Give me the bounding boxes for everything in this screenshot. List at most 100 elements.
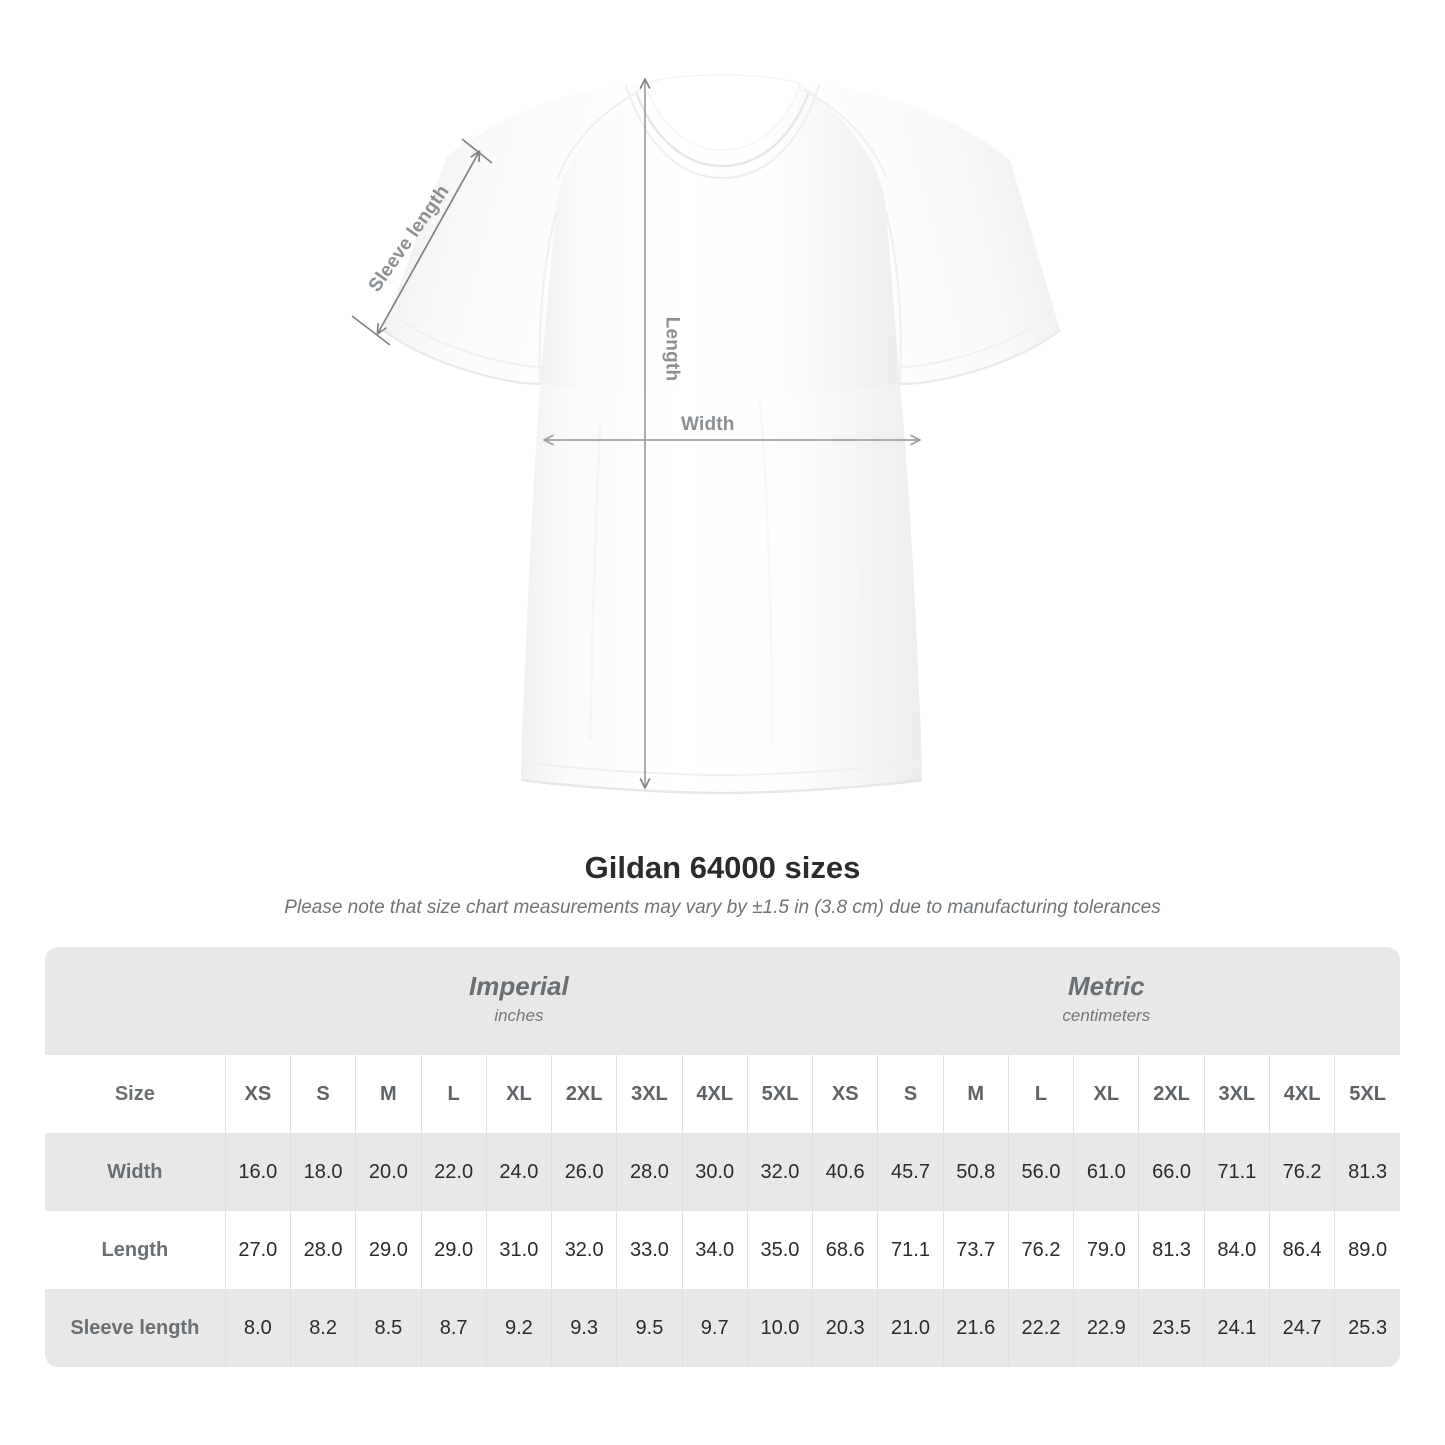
measurement-cell: 9.5 bbox=[616, 1289, 683, 1367]
measurement-arrows bbox=[351, 78, 921, 789]
size-header-cell: M bbox=[942, 1055, 1009, 1133]
shirt-right-sleeve-hem-line bbox=[897, 312, 1052, 368]
size-header-cell: M bbox=[355, 1055, 421, 1133]
shirt-collar bbox=[644, 74, 801, 151]
measurement-cell: 18.0 bbox=[289, 1133, 356, 1211]
measurement-cell: 79.0 bbox=[1073, 1211, 1139, 1289]
measurement-cell: 33.0 bbox=[616, 1211, 683, 1289]
size-row-label: Size bbox=[45, 1055, 226, 1133]
size-header-row: Size XS S M L XL 2XL 3XL 4XL 5XL XS S M L XL 2XL 3XL 4XL… bbox=[45, 1055, 1400, 1133]
measurement-cell: 22.2 bbox=[1007, 1289, 1074, 1367]
measurement-cell: 29.0 bbox=[420, 1211, 487, 1289]
measurement-cell: 45.7 bbox=[877, 1133, 944, 1211]
measurement-cell: 20.0 bbox=[355, 1133, 421, 1211]
measurement-cell: 27.0 bbox=[224, 1211, 291, 1289]
corner-cell bbox=[45, 947, 226, 1055]
unit-name-metric: Metric bbox=[1068, 971, 1145, 1002]
shirt-body-group bbox=[382, 74, 1061, 795]
shirt-fold-1 bbox=[588, 419, 602, 741]
measurement-cell: 9.2 bbox=[485, 1289, 552, 1367]
measurement-cell: 24.7 bbox=[1268, 1289, 1335, 1367]
measurement-cell: 8.7 bbox=[420, 1289, 487, 1367]
measurement-cell: 31.0 bbox=[485, 1211, 552, 1289]
measurement-cell: 29.0 bbox=[355, 1211, 421, 1289]
shirt-right-shoulder-seam bbox=[803, 89, 887, 179]
measurement-cell: 66.0 bbox=[1138, 1133, 1205, 1211]
size-header-cell: L bbox=[420, 1055, 487, 1133]
row-label: Length bbox=[45, 1211, 226, 1289]
measurement-cell: 24.0 bbox=[485, 1133, 552, 1211]
size-chart-table: Imperial inches Metric centimeters Size … bbox=[45, 947, 1400, 1367]
measurement-cell: 10.0 bbox=[746, 1289, 813, 1367]
measurement-cell: 24.1 bbox=[1203, 1289, 1270, 1367]
shirt-bottom-hem bbox=[520, 778, 923, 795]
unit-sub-imperial: inches bbox=[494, 1006, 544, 1026]
measurement-cell: 50.8 bbox=[942, 1133, 1009, 1211]
shirt-right-armhole bbox=[885, 211, 902, 385]
shirt-right-sleeve bbox=[800, 82, 1060, 384]
measurement-cell: 76.2 bbox=[1268, 1133, 1335, 1211]
measurement-cell: 56.0 bbox=[1007, 1133, 1074, 1211]
size-header-cell: S bbox=[877, 1055, 944, 1133]
measurement-cell: 81.3 bbox=[1138, 1211, 1205, 1289]
measurement-cell: 76.2 bbox=[1007, 1211, 1074, 1289]
width-label: Width bbox=[681, 414, 735, 435]
shirt-collar-inner-edge bbox=[634, 90, 811, 168]
measurement-cell: 28.0 bbox=[289, 1211, 356, 1289]
size-header-cell: 4XL bbox=[681, 1055, 748, 1133]
size-header-cell: XL bbox=[485, 1055, 552, 1133]
measurement-cell: 8.2 bbox=[289, 1289, 356, 1367]
measurement-cell: 21.6 bbox=[942, 1289, 1009, 1367]
measurement-cell: 32.0 bbox=[551, 1211, 617, 1289]
size-header-cell: XS bbox=[224, 1055, 291, 1133]
shirt-torso bbox=[521, 384, 922, 793]
tolerance-note: Please note that size chart measurements… bbox=[284, 897, 1161, 918]
tshirt-illustration bbox=[351, 74, 1061, 795]
size-header-cell: XL bbox=[1073, 1055, 1139, 1133]
size-header-cell: XS bbox=[812, 1055, 878, 1133]
measurement-cell: 9.7 bbox=[681, 1289, 748, 1367]
unit-header-metric: Metric centimeters bbox=[812, 947, 1400, 1055]
row-label: Sleeve length bbox=[45, 1289, 226, 1367]
size-header-cell: 2XL bbox=[551, 1055, 617, 1133]
size-header-cell: 3XL bbox=[616, 1055, 683, 1133]
measurement-cell: 8.0 bbox=[224, 1289, 291, 1367]
measurement-cell: 84.0 bbox=[1203, 1211, 1270, 1289]
table-row: Sleeve length 8.0 8.2 8.5 8.7 9.2 9.3 9.5 9.7 10.… bbox=[45, 1289, 1400, 1367]
measurement-cell: 22.9 bbox=[1073, 1289, 1139, 1367]
measurement-cell: 86.4 bbox=[1268, 1211, 1335, 1289]
sleeve-length-arrow bbox=[376, 150, 481, 335]
measurement-cell: 23.5 bbox=[1138, 1289, 1205, 1367]
size-header-cell: S bbox=[289, 1055, 356, 1133]
unit-sub-metric: centimeters bbox=[1062, 1006, 1151, 1026]
shirt-left-sleeve-hem bbox=[382, 329, 541, 386]
measurement-cell: 30.0 bbox=[681, 1133, 748, 1211]
measurement-cell: 81.3 bbox=[1334, 1133, 1400, 1211]
shirt-fold-2 bbox=[850, 429, 864, 745]
measurement-cell: 35.0 bbox=[746, 1211, 813, 1289]
measurement-cell: 40.6 bbox=[812, 1133, 878, 1211]
shirt-right-sleeve-hem bbox=[899, 329, 1061, 386]
table-row: Length 27.0 28.0 29.0 29.0 31.0 32.0 33.0 34.0 35… bbox=[45, 1211, 1400, 1289]
table-head: Imperial inches Metric centimeters Size … bbox=[45, 947, 1400, 1133]
shirt-bottom-hem-line bbox=[521, 761, 922, 777]
size-header-cell: 2XL bbox=[1138, 1055, 1205, 1133]
measurement-cell: 68.6 bbox=[812, 1211, 878, 1289]
measurement-cell: 71.1 bbox=[877, 1211, 944, 1289]
page-title: Gildan 64000 sizes bbox=[584, 850, 861, 885]
tshirt-diagram: Sleeve length Length Width bbox=[351, 74, 1061, 795]
measurement-cell: 25.3 bbox=[1334, 1289, 1400, 1367]
measurement-cell: 28.0 bbox=[616, 1133, 683, 1211]
measurement-cell: 21.0 bbox=[877, 1289, 944, 1367]
size-header-cell: 5XL bbox=[1334, 1055, 1400, 1133]
shirt-left-shoulder-seam bbox=[557, 89, 642, 179]
size-header-cell: 4XL bbox=[1268, 1055, 1335, 1133]
size-header-cell: L bbox=[1007, 1055, 1074, 1133]
measurement-cell: 89.0 bbox=[1334, 1211, 1400, 1289]
measurement-cell: 22.0 bbox=[420, 1133, 487, 1211]
measurement-cell: 61.0 bbox=[1073, 1133, 1139, 1211]
unit-header-imperial: Imperial inches bbox=[225, 947, 813, 1055]
measurement-cell: 32.0 bbox=[746, 1133, 813, 1211]
measurement-cell: 73.7 bbox=[942, 1211, 1009, 1289]
unit-name-imperial: Imperial bbox=[469, 971, 569, 1002]
